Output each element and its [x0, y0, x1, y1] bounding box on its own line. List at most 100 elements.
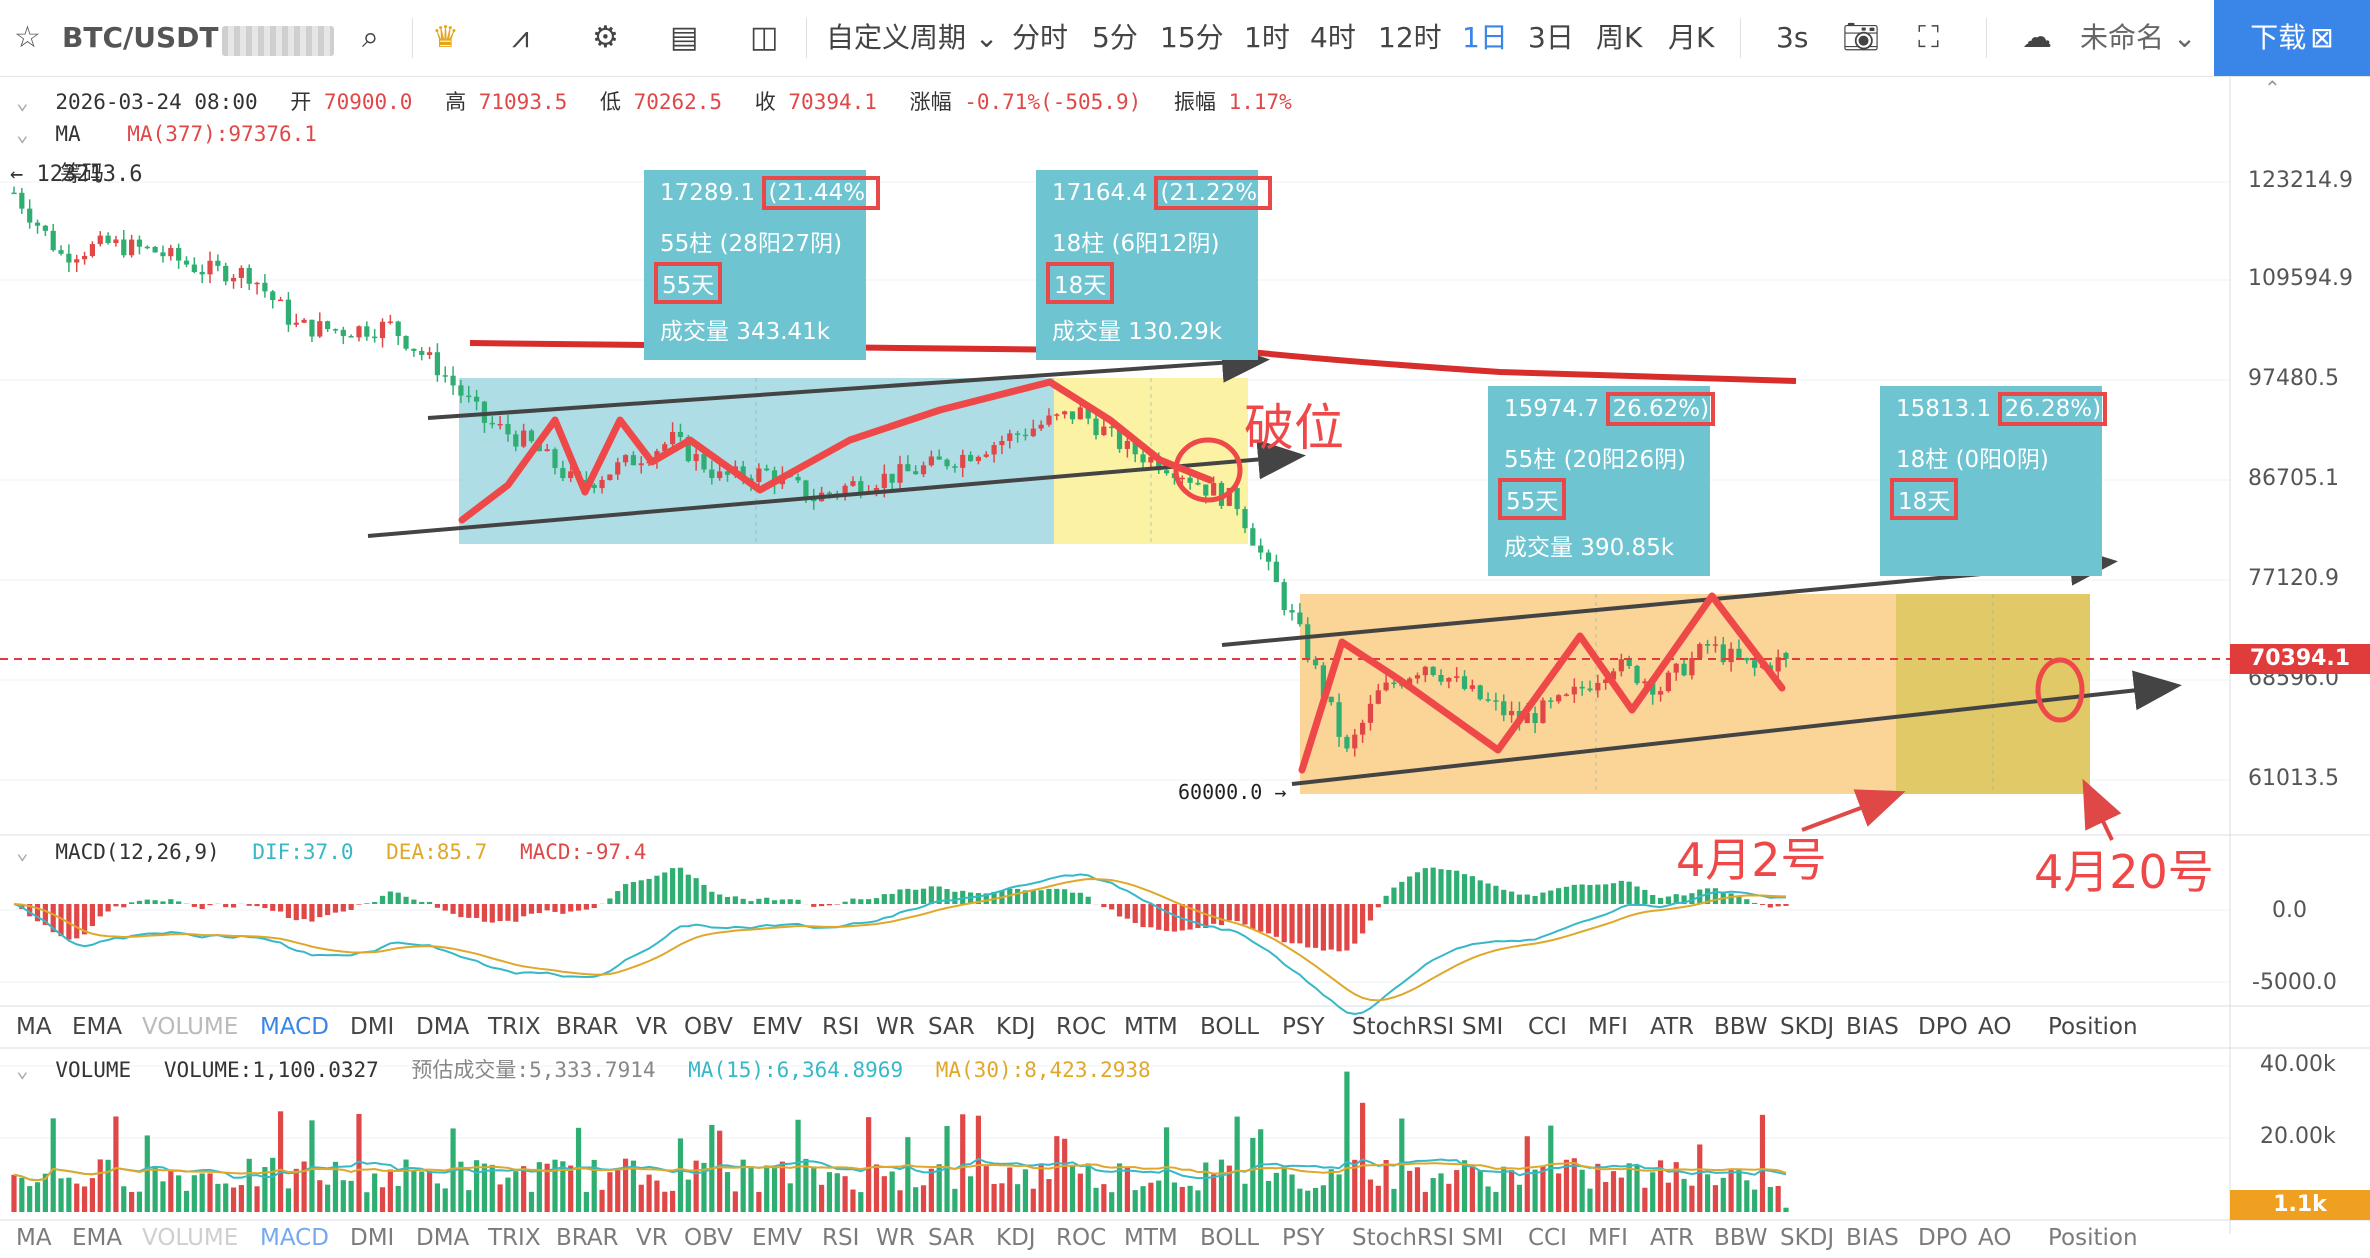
indicator-tab-boll[interactable]: BOLL [1200, 1218, 1259, 1258]
indicator-tab-bias[interactable]: BIAS [1846, 1218, 1899, 1258]
volume-bar [1470, 1164, 1475, 1212]
indicator-tab-ema[interactable]: EMA [72, 1007, 122, 1047]
indicator-tab-skdj[interactable]: SKDJ [1780, 1218, 1834, 1258]
volume-bar [1776, 1186, 1781, 1212]
indicator-tab-dpo[interactable]: DPO [1918, 1218, 1968, 1258]
collapse-toggle-icon[interactable]: ⌄ [16, 122, 29, 146]
candle-body [11, 193, 16, 195]
indicator-tab-emv[interactable]: EMV [752, 1007, 802, 1047]
indicator-tab-dma[interactable]: DMA [416, 1007, 469, 1047]
indicator-tab-trix[interactable]: TRIX [488, 1218, 541, 1258]
indicator-tab-wr[interactable]: WR [876, 1007, 915, 1047]
collapse-toggle-icon[interactable]: ⌄ [16, 1058, 29, 1082]
indicator-tab-ao[interactable]: AO [1978, 1007, 2011, 1047]
indicator-tab-position[interactable]: Position [2048, 1007, 2138, 1047]
indicator-tab-smi[interactable]: SMI [1462, 1007, 1503, 1047]
candle-body [968, 455, 973, 461]
macd-bar [403, 897, 408, 904]
indicator-tab-brar[interactable]: BRAR [556, 1007, 619, 1047]
indicator-tab-roc[interactable]: ROC [1056, 1007, 1106, 1047]
volume-bar [192, 1175, 197, 1212]
volume-bar [1297, 1189, 1302, 1212]
indicator-tab-vr[interactable]: VR [636, 1218, 668, 1258]
indicator-tab-emv[interactable]: EMV [752, 1218, 802, 1258]
chips-label[interactable]: 筹码 [60, 156, 104, 188]
indicator-tab-volume[interactable]: VOLUME [142, 1218, 238, 1258]
indicator-tab-dpo[interactable]: DPO [1918, 1007, 1968, 1047]
volume-bar [913, 1187, 918, 1212]
price-axis[interactable]: 123214.9 109594.9 97480.5 86705.1 77120.… [2230, 76, 2370, 836]
indicator-tab-cci[interactable]: CCI [1528, 1218, 1567, 1258]
indicator-tab-wr[interactable]: WR [876, 1218, 915, 1258]
indicator-tab-volume[interactable]: VOLUME [142, 1007, 238, 1047]
indicator-tab-ao[interactable]: AO [1978, 1218, 2011, 1258]
indicator-tab-rsi[interactable]: RSI [822, 1007, 859, 1047]
candle-body [592, 485, 597, 488]
indicator-tab-mfi[interactable]: MFI [1588, 1218, 1628, 1258]
indicator-tab-dmi[interactable]: DMI [350, 1007, 394, 1047]
collapse-toggle-icon[interactable]: ⌄ [16, 90, 29, 114]
macd-bar [443, 904, 448, 911]
indicator-tab-stochrsi[interactable]: StochRSI [1352, 1007, 1454, 1047]
volume-bar [1368, 1180, 1373, 1212]
indicator-tab-ma[interactable]: MA [16, 1007, 52, 1047]
indicator-tab-dmi[interactable]: DMI [350, 1218, 394, 1258]
indicator-tab-obv[interactable]: OBV [684, 1218, 733, 1258]
volume-bar [1031, 1189, 1036, 1212]
indicator-tab-boll[interactable]: BOLL [1200, 1007, 1259, 1047]
candle-body [1007, 433, 1012, 441]
candle-body [466, 396, 471, 398]
volume-bar [74, 1184, 79, 1212]
candle-body [1556, 695, 1561, 701]
macd-bar [1438, 869, 1443, 904]
indicator-tab-atr[interactable]: ATR [1650, 1218, 1694, 1258]
indicator-tab-brar[interactable]: BRAR [556, 1218, 619, 1258]
indicator-tab-kdj[interactable]: KDJ [996, 1007, 1036, 1047]
indicator-tab-skdj[interactable]: SKDJ [1780, 1007, 1834, 1047]
indicator-tab-dma[interactable]: DMA [416, 1218, 469, 1258]
indicator-tab-sar[interactable]: SAR [928, 1218, 975, 1258]
indicator-tab-mfi[interactable]: MFI [1588, 1007, 1628, 1047]
indicator-tab-psy[interactable]: PSY [1282, 1218, 1325, 1258]
collapse-arrow-icon[interactable]: ⌃ [2264, 76, 2281, 100]
volume-bar [1532, 1170, 1537, 1212]
indicator-tab-mtm[interactable]: MTM [1124, 1007, 1178, 1047]
indicator-tab-obv[interactable]: OBV [684, 1007, 733, 1047]
current-volume-badge: 1.1k [2230, 1190, 2370, 1220]
candle-body [1211, 483, 1216, 496]
indicator-tab-bias[interactable]: BIAS [1846, 1007, 1899, 1047]
indicator-tab-macd[interactable]: MACD [260, 1218, 329, 1258]
indicator-tab-rsi[interactable]: RSI [822, 1218, 859, 1258]
indicator-tab-cci[interactable]: CCI [1528, 1007, 1567, 1047]
candle-body [1384, 683, 1389, 691]
candle-body [364, 326, 369, 336]
indicator-tab-sar[interactable]: SAR [928, 1007, 975, 1047]
indicator-tab-stochrsi[interactable]: StochRSI [1352, 1218, 1454, 1258]
indicator-tab-mtm[interactable]: MTM [1124, 1218, 1178, 1258]
indicator-tab-kdj[interactable]: KDJ [996, 1218, 1036, 1258]
indicator-tab-vr[interactable]: VR [636, 1007, 668, 1047]
indicator-tab-smi[interactable]: SMI [1462, 1218, 1503, 1258]
indicator-tab-ema[interactable]: EMA [72, 1218, 122, 1258]
volume-bar [984, 1166, 989, 1212]
volume-bar [364, 1192, 369, 1212]
indicator-tab-bbw[interactable]: BBW [1714, 1007, 1767, 1047]
indicator-tab-macd[interactable]: MACD [260, 1007, 329, 1047]
macd-bar [1086, 897, 1091, 904]
volume-bar [223, 1183, 228, 1212]
volume-bar [1540, 1166, 1545, 1212]
candle-body [1438, 675, 1443, 682]
macd-bar [1713, 888, 1718, 904]
macd-bar [137, 901, 142, 904]
collapse-toggle-icon[interactable]: ⌄ [16, 840, 29, 864]
indicator-tab-ma[interactable]: MA [16, 1218, 52, 1258]
volume-bar [772, 1168, 777, 1212]
indicator-tab-bbw[interactable]: BBW [1714, 1218, 1767, 1258]
indicator-tab-position[interactable]: Position [2048, 1218, 2138, 1258]
candle-body [1062, 411, 1067, 414]
indicator-tab-roc[interactable]: ROC [1056, 1218, 1106, 1258]
indicator-tab-psy[interactable]: PSY [1282, 1007, 1325, 1047]
indicator-tab-trix[interactable]: TRIX [488, 1007, 541, 1047]
macd-bar [176, 901, 181, 904]
indicator-tab-atr[interactable]: ATR [1650, 1007, 1694, 1047]
